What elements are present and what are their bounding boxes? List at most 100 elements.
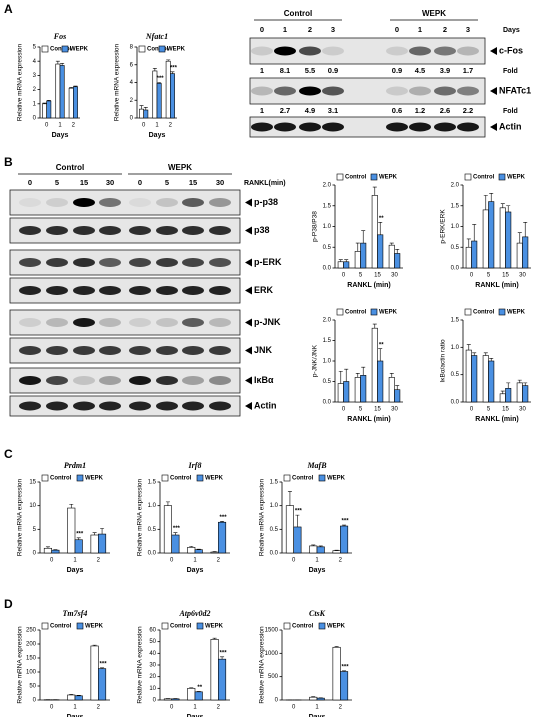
x-tick-label: 0 bbox=[170, 558, 174, 564]
legend-swatch bbox=[464, 173, 472, 181]
lane-label: 15 bbox=[189, 178, 197, 187]
legend-swatch bbox=[158, 45, 166, 53]
error-bar bbox=[152, 68, 157, 71]
band bbox=[274, 46, 296, 56]
legend-swatch bbox=[41, 474, 49, 482]
fold-value: 0.9 bbox=[392, 66, 402, 75]
y-tick-label: 4 bbox=[33, 59, 37, 65]
band bbox=[386, 86, 408, 96]
y-tick-label: 0 bbox=[153, 698, 157, 704]
group-label: WEPK bbox=[422, 9, 446, 18]
annotation: *** bbox=[342, 664, 350, 670]
error-bar bbox=[173, 532, 178, 536]
y-tick-label: 1000 bbox=[265, 651, 279, 657]
band bbox=[209, 401, 231, 411]
bar bbox=[316, 546, 325, 554]
lane-label: 0 bbox=[138, 178, 142, 187]
band bbox=[156, 198, 178, 207]
bar bbox=[471, 355, 478, 403]
legend-swatch bbox=[41, 45, 49, 53]
lane-label: 0 bbox=[395, 25, 399, 34]
y-tick-label: 30 bbox=[149, 663, 156, 669]
error-bar bbox=[523, 222, 528, 237]
fold-value: 1.7 bbox=[463, 66, 473, 75]
bar bbox=[210, 639, 219, 701]
fold-value: 3.1 bbox=[328, 106, 338, 115]
band bbox=[209, 346, 231, 355]
annotation: ** bbox=[379, 216, 384, 222]
y-tick-label: 250 bbox=[26, 628, 37, 634]
band bbox=[209, 258, 231, 267]
y-tick-label: 0 bbox=[33, 698, 37, 704]
y-tick-label: 1500 bbox=[265, 628, 279, 634]
panel-label: A bbox=[4, 2, 13, 16]
y-tick-label: 0 bbox=[33, 116, 37, 122]
annotation: *** bbox=[173, 526, 181, 532]
row-label: Actin bbox=[499, 121, 522, 131]
band bbox=[73, 198, 95, 207]
group-label: WEPK bbox=[168, 163, 192, 172]
group-label: Control bbox=[284, 9, 312, 18]
blot-strip bbox=[9, 217, 241, 244]
lane-label: 2 bbox=[443, 25, 447, 34]
band bbox=[46, 198, 68, 207]
bar bbox=[316, 697, 325, 701]
y-tick-label: 4 bbox=[130, 80, 134, 86]
error-bar bbox=[472, 224, 477, 242]
band bbox=[156, 401, 178, 411]
row-label: NFATc1 bbox=[499, 85, 531, 95]
y-axis-label: Relative mRNA expression bbox=[259, 626, 266, 704]
row-arrow bbox=[245, 402, 252, 410]
bar bbox=[360, 375, 367, 403]
band bbox=[46, 318, 68, 327]
bar bbox=[343, 381, 350, 403]
band bbox=[73, 346, 95, 355]
band bbox=[434, 122, 456, 132]
bar bbox=[73, 86, 78, 119]
bar bbox=[337, 383, 344, 403]
x-tick-label: 0 bbox=[142, 123, 146, 129]
bar bbox=[218, 521, 227, 554]
lane-label: 1 bbox=[418, 25, 422, 34]
x-tick-label: 0 bbox=[342, 407, 346, 413]
bar bbox=[293, 526, 302, 554]
band bbox=[19, 376, 41, 385]
y-tick-label: 5 bbox=[33, 527, 37, 533]
annotation: *** bbox=[157, 76, 165, 82]
bar bbox=[46, 100, 52, 119]
x-tick-label: 1 bbox=[155, 123, 159, 129]
bar bbox=[98, 668, 107, 701]
band bbox=[251, 46, 273, 56]
error-bar bbox=[69, 87, 74, 89]
fold-value: 8.1 bbox=[280, 66, 290, 75]
legend-swatch bbox=[318, 622, 326, 630]
band bbox=[129, 376, 151, 385]
bar bbox=[332, 550, 341, 554]
legend-label: WEPK bbox=[327, 476, 346, 482]
y-tick-label: 0.0 bbox=[451, 266, 460, 272]
y-tick-label: 2.0 bbox=[323, 318, 332, 324]
lane-label: 2 bbox=[308, 25, 312, 34]
row-label: Actin bbox=[254, 400, 277, 410]
bar bbox=[170, 73, 175, 119]
chart-title: Atp6v0d2 bbox=[178, 609, 210, 618]
bar bbox=[354, 377, 361, 403]
x-tick-label: 1 bbox=[73, 558, 77, 564]
bar bbox=[67, 507, 76, 554]
error-bar bbox=[517, 379, 522, 383]
y-axis-label: Relative mRNA expression bbox=[259, 478, 266, 556]
band bbox=[182, 198, 204, 207]
lane-label: 1 bbox=[283, 25, 287, 34]
error-bar bbox=[73, 85, 78, 87]
bar bbox=[309, 696, 318, 701]
band bbox=[46, 258, 68, 267]
row-label: IκBα bbox=[254, 375, 274, 385]
band bbox=[156, 376, 178, 385]
band bbox=[322, 86, 344, 96]
y-tick-label: 1.5 bbox=[323, 203, 332, 209]
y-tick-label: 0.5 bbox=[323, 379, 332, 385]
y-tick-label: 500 bbox=[268, 674, 279, 680]
error-bar bbox=[395, 249, 400, 254]
error-bar bbox=[344, 368, 349, 382]
error-bar bbox=[92, 532, 97, 536]
